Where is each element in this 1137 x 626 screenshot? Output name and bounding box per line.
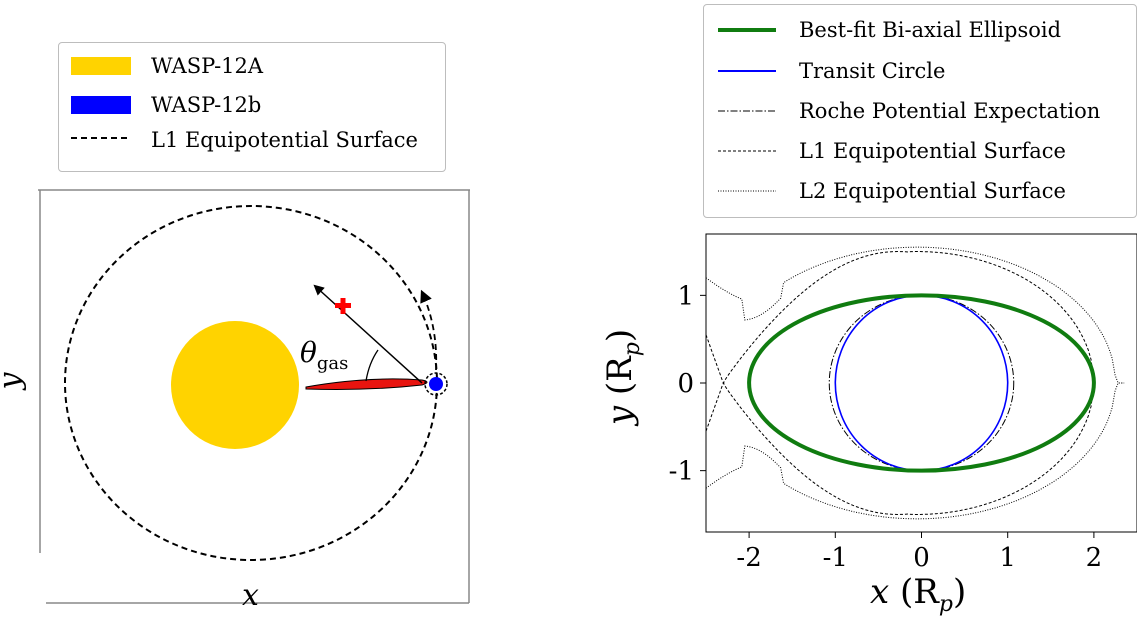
left-y-axis-label: y [0,373,27,390]
l1-upper-curve [706,250,1095,432]
x-tick-label: 1 [999,543,1016,573]
right-y-axis-label: y (Rp) [600,328,646,426]
gas-direction-arrow [313,284,423,384]
schematic-plot: θgas [38,189,470,604]
x-tick-label: -1 [823,543,848,573]
y-tick-label: -1 [669,457,694,487]
left-schematic-panel: WASP-12A WASP-12b L1 Equipotential Surfa… [0,0,560,617]
l2-lower-curve [706,382,1125,520]
wasp-12a-swatch [71,57,131,75]
wasp-12b-planet [429,377,443,391]
legend-label-l1-right: L1 Equipotential Surface [799,139,1066,163]
legend-swatch-l1 [718,150,776,152]
legend-swatch-transit [718,70,776,72]
legend-label-transit: Transit Circle [799,59,946,83]
legend-label-wasp-12a: WASP-12A [151,54,264,78]
theta-gas-label: θgas [300,336,348,374]
legend-label-wasp-12b: WASP-12b [151,93,262,117]
right-plot: -2 -1 0 1 2 1 0 -1 [669,233,1137,573]
legend-label-l1: L1 Equipotential Surface [151,128,418,152]
gas-stream [305,378,428,390]
left-legend: WASP-12A WASP-12b L1 Equipotential Surfa… [58,42,446,172]
legend-label-l2: L2 Equipotential Surface [799,179,1066,203]
l1-dashed-swatch [71,137,131,139]
right-chart-panel: Best-fit Bi-axial Ellipsoid Transit Circ… [600,0,1137,617]
best-fit-ellipsoid-curve [747,293,1096,473]
legend-label-ellipsoid: Best-fit Bi-axial Ellipsoid [799,18,1062,42]
l2-upper-curve [706,246,1125,384]
x-tick-label: -2 [736,543,761,573]
planet-roche-ring [424,372,448,396]
orbit-direction-arrow [420,289,438,371]
right-x-axis-label: x (Rp) [870,572,967,617]
x-tick-label: 2 [1086,543,1103,573]
legend-swatch-roche [718,110,776,112]
wasp-12a-star [171,321,299,449]
x-tick-label: 0 [913,543,930,573]
y-tick-label: 1 [677,281,694,311]
legend-swatch-ellipsoid [718,28,776,32]
l1-lower-curve [706,334,1095,516]
right-legend: Best-fit Bi-axial Ellipsoid Transit Circ… [703,4,1137,218]
legend-label-roche: Roche Potential Expectation [799,99,1101,123]
y-tick-label: 0 [677,369,694,399]
legend-swatch-l2 [718,190,776,192]
roche-expectation-curve [828,294,1015,472]
left-x-axis-label: x [242,578,259,613]
plot-frame [705,233,1137,533]
theta-angle-arc [365,349,379,382]
red-cross-marker [335,298,351,314]
transit-circle-curve [834,294,1009,472]
wasp-12b-swatch [71,96,131,114]
